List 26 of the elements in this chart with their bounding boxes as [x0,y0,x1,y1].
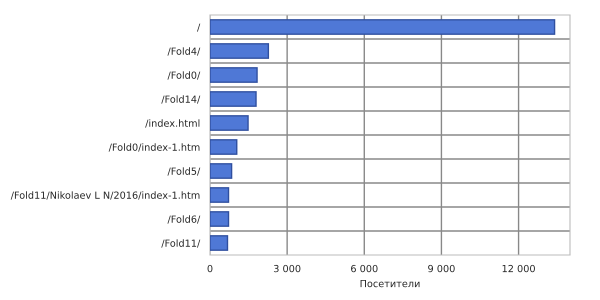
x-tick-label: 9 000 [428,264,455,272]
x-tick-label: 0 [208,264,212,272]
bar [210,67,258,83]
y-tick-label: /Fold11/ [161,239,200,248]
y-tick-label: /Fold4/ [167,47,200,56]
bar [210,235,228,251]
x-tick-label: 12 000 [502,264,535,272]
bar [210,211,230,227]
x-axis-title: Посетители [360,280,420,288]
bar [210,115,249,131]
y-tick-label: /Fold0/ [167,71,200,80]
y-tick-label: /Fold14/ [161,95,200,104]
y-tick-label: /index.html [145,119,200,128]
bar [210,187,230,203]
bar [210,19,556,35]
bar [210,91,257,107]
y-tick-label: /Fold0/index-1.htm [108,143,200,152]
y-tick-label: /Fold11/Nikolaev L N/2016/index-1.htm [10,191,200,200]
y-tick-label: /Fold5/ [167,167,200,176]
x-tick-label: 6 000 [351,264,378,272]
y-tick-label: /Fold6/ [167,215,200,224]
bar [210,139,238,155]
bar [210,163,232,179]
x-tick-label: 3 000 [274,264,300,272]
bar [210,43,270,59]
y-tick-label: / [197,24,200,32]
